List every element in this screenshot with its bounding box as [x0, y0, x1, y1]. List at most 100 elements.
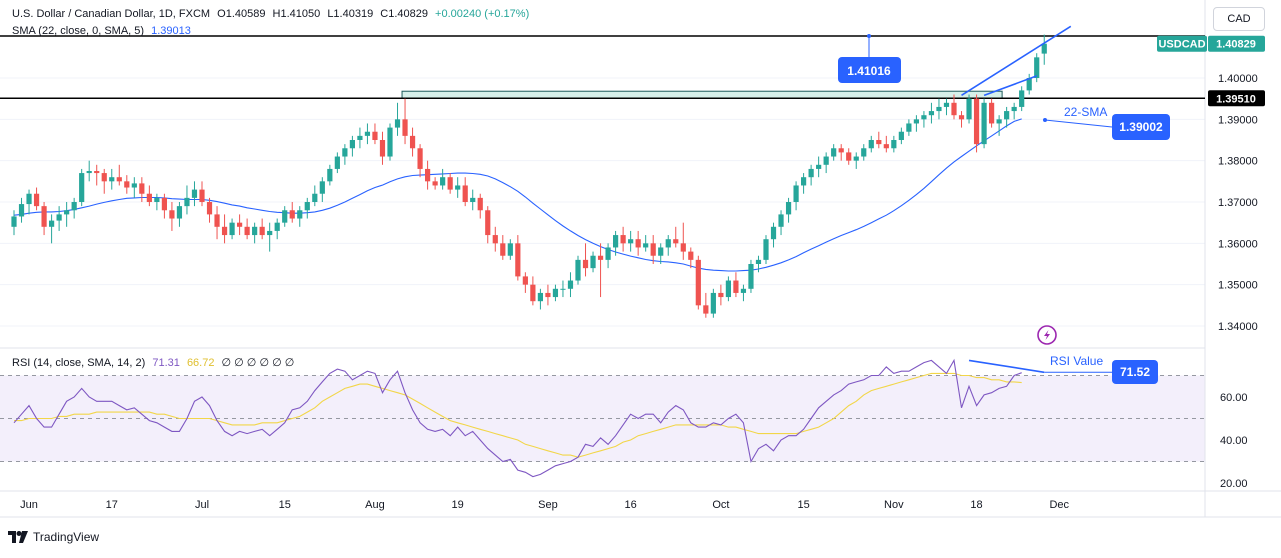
candle — [537, 288, 543, 310]
candle-body — [349, 140, 355, 149]
level-price-tag-bg — [1208, 90, 1265, 107]
candle-body — [801, 177, 807, 186]
rsi-label[interactable]: RSI (14, close, SMA, 14, 2) — [12, 357, 146, 369]
candle — [928, 102, 935, 124]
candle — [567, 272, 574, 298]
time-axis[interactable]: Jun 17 Jul 15 Aug 19 Sep 16 Oct 15 Nov 18 Dec — [20, 499, 1069, 511]
last-price-tag: 1.40829 — [1208, 35, 1265, 52]
candle-body — [86, 171, 92, 174]
sma-label[interactable]: SMA (22, close, 0, SMA, 5) — [12, 25, 145, 37]
candle — [409, 127, 416, 157]
candle-body — [372, 131, 378, 140]
tradingview-brand[interactable]: TradingView — [33, 530, 100, 544]
candle-body — [763, 239, 769, 260]
symbol-title[interactable]: U.S. Dollar / Canadian Dollar, 1D, FXCM — [12, 8, 211, 20]
sma-callout-box — [1112, 114, 1170, 140]
candle — [778, 210, 784, 236]
candle-body — [643, 243, 649, 248]
candle-body — [485, 210, 491, 236]
candle — [229, 218, 235, 240]
high-value: H1.41050 — [272, 8, 321, 20]
candle — [94, 164, 100, 186]
rsi-tick-label: 60.00 — [1220, 392, 1248, 404]
candle-body — [981, 102, 987, 145]
candle — [33, 187, 40, 211]
candle-body — [409, 135, 416, 149]
trend-line — [961, 25, 1072, 97]
trend-line-short — [983, 75, 1037, 97]
candle — [252, 222, 258, 244]
candle-body — [357, 135, 363, 140]
candle-body — [124, 181, 130, 188]
candle — [289, 202, 295, 223]
candle-body — [1011, 106, 1017, 112]
candle-body — [229, 222, 235, 236]
candle — [312, 185, 318, 207]
candle — [620, 226, 626, 252]
candle-body — [989, 102, 995, 124]
candle-body — [861, 148, 867, 157]
candle-body — [785, 202, 792, 215]
candle-body — [958, 115, 965, 120]
candle — [364, 123, 371, 145]
time-tick-label: 16 — [625, 499, 637, 511]
candle-body — [936, 106, 942, 112]
sma-callout-text: 1.39002 — [1119, 120, 1163, 134]
footer: TradingView — [8, 527, 99, 547]
candle-body — [718, 292, 724, 298]
candle — [891, 135, 897, 153]
candle-body — [214, 214, 220, 227]
sma-22-polyline — [13, 118, 1022, 272]
candle — [267, 222, 273, 252]
candle-body — [447, 177, 453, 190]
candle-body — [169, 210, 175, 219]
candle — [981, 98, 987, 149]
price-tick-label: 1.36000 — [1218, 238, 1258, 250]
candle-body — [710, 292, 716, 314]
price-axis[interactable]: 1.34000 1.35000 1.36000 1.37000 1.38000 1.390… — [1218, 73, 1258, 333]
candle — [793, 181, 799, 211]
candle — [808, 164, 814, 186]
rsi-line — [13, 358, 1022, 478]
candle — [49, 214, 55, 244]
candle-body — [620, 235, 626, 244]
high-callout-text: 1.41016 — [847, 64, 891, 78]
rsi-callout-text: 71.52 — [1120, 365, 1150, 379]
candle — [244, 218, 250, 240]
price-tick-label: 1.35000 — [1218, 280, 1258, 292]
symbol-legend: U.S. Dollar / Canadian Dollar, 1D, FXCM … — [12, 8, 533, 20]
candle-body — [455, 185, 461, 190]
currency-button[interactable]: CAD — [1213, 7, 1265, 31]
level-price-tag-text: 1.39510 — [1216, 93, 1256, 105]
candle — [447, 173, 453, 194]
open-value: O1.40589 — [217, 8, 266, 20]
candle-body — [891, 140, 897, 149]
tradingview-logo-icon[interactable] — [8, 531, 28, 543]
candle-body — [11, 216, 17, 227]
candle-body — [951, 102, 957, 116]
candle-body — [590, 255, 596, 269]
candle — [154, 193, 160, 211]
last-price-tag-text: 1.40829 — [1216, 39, 1256, 51]
time-tick-label: 17 — [106, 499, 118, 511]
price-tags: 1.40829 USDCAD 1.39510 — [1157, 35, 1265, 362]
candle-body — [673, 239, 679, 244]
candle — [432, 177, 438, 190]
candle — [101, 168, 107, 194]
sma-callout-line — [1044, 119, 1113, 128]
candle — [64, 202, 70, 227]
candle-body — [492, 235, 498, 244]
rsi-value: 71.31 — [152, 357, 180, 369]
level-price-tag: 1.39510 — [1208, 90, 1265, 107]
candle-body — [319, 181, 325, 194]
candle — [372, 123, 378, 145]
candle-body — [876, 140, 882, 145]
candle — [650, 235, 656, 264]
rsi-tick-label: 40.00 — [1220, 435, 1248, 447]
lightning-alert-icon[interactable] — [1037, 325, 1057, 345]
symbol-tag-bg — [1157, 35, 1207, 52]
candle — [221, 214, 228, 244]
candle — [898, 127, 904, 145]
candle — [590, 251, 596, 273]
candle — [169, 202, 175, 231]
